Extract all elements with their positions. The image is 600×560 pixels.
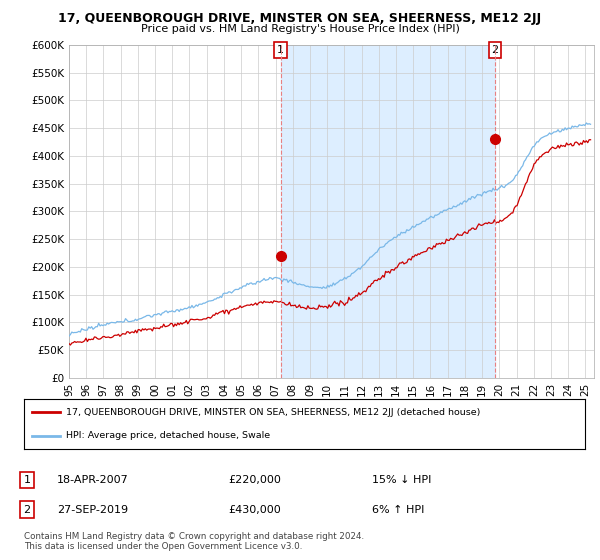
Text: 1: 1 xyxy=(23,475,31,485)
Text: 27-SEP-2019: 27-SEP-2019 xyxy=(57,505,128,515)
Text: 15% ↓ HPI: 15% ↓ HPI xyxy=(372,475,431,485)
Text: 17, QUEENBOROUGH DRIVE, MINSTER ON SEA, SHEERNESS, ME12 2JJ (detached house): 17, QUEENBOROUGH DRIVE, MINSTER ON SEA, … xyxy=(66,408,481,417)
Text: Price paid vs. HM Land Registry's House Price Index (HPI): Price paid vs. HM Land Registry's House … xyxy=(140,24,460,34)
Text: 17, QUEENBOROUGH DRIVE, MINSTER ON SEA, SHEERNESS, ME12 2JJ: 17, QUEENBOROUGH DRIVE, MINSTER ON SEA, … xyxy=(58,12,542,25)
Text: 6% ↑ HPI: 6% ↑ HPI xyxy=(372,505,424,515)
Text: 1: 1 xyxy=(277,45,284,55)
Text: Contains HM Land Registry data © Crown copyright and database right 2024.
This d: Contains HM Land Registry data © Crown c… xyxy=(24,532,364,552)
Text: 2: 2 xyxy=(23,505,31,515)
Bar xyxy=(281,45,495,378)
Text: £220,000: £220,000 xyxy=(228,475,281,485)
Text: HPI: Average price, detached house, Swale: HPI: Average price, detached house, Swal… xyxy=(66,431,270,440)
Text: £430,000: £430,000 xyxy=(228,505,281,515)
Text: 18-APR-2007: 18-APR-2007 xyxy=(57,475,129,485)
Text: 2: 2 xyxy=(491,45,499,55)
